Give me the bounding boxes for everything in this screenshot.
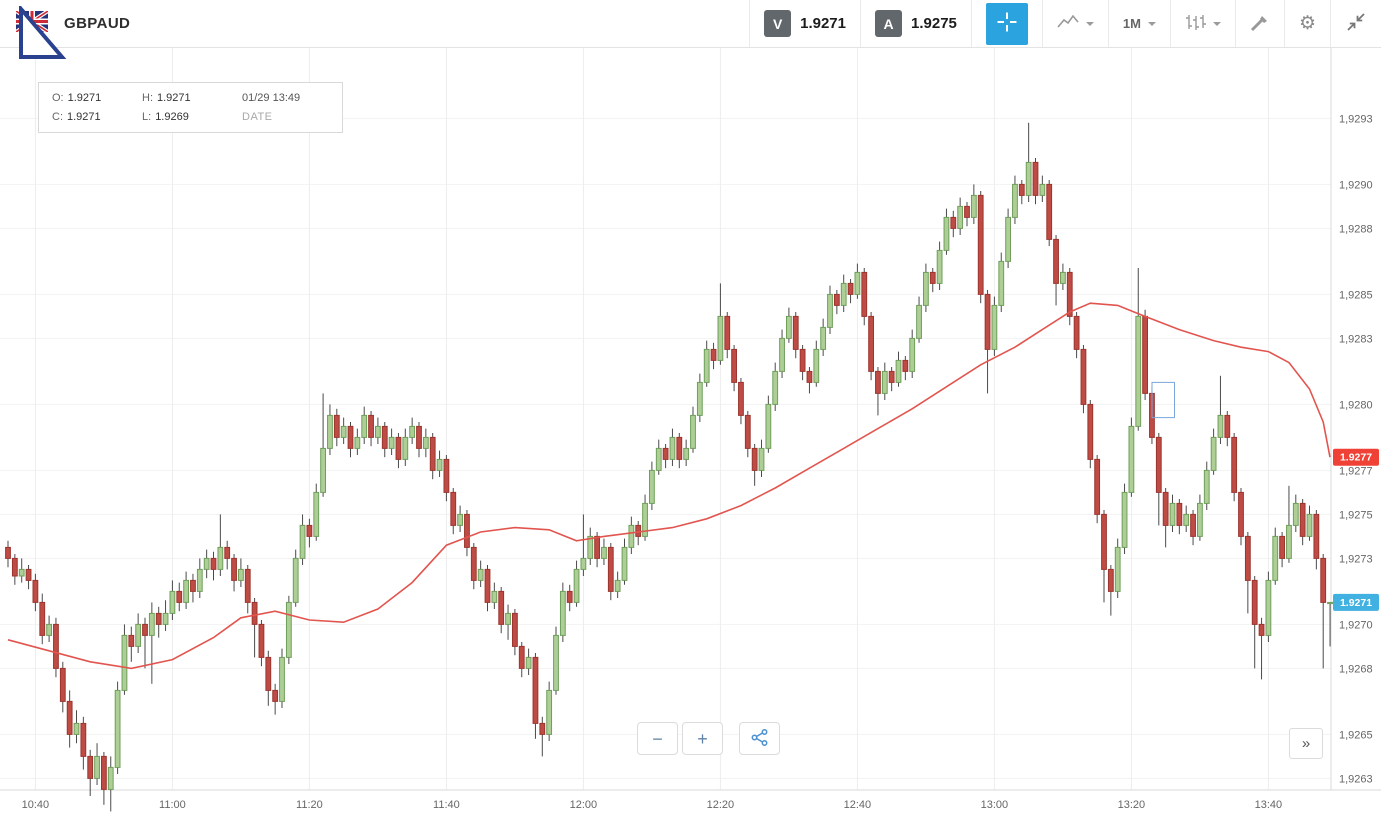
date-caption: DATE bbox=[242, 111, 273, 123]
crosshair-tool-button[interactable] bbox=[985, 2, 1028, 45]
svg-text:1,9290: 1,9290 bbox=[1339, 179, 1373, 191]
collapse-button[interactable] bbox=[1345, 0, 1367, 47]
sell-price: 1.9271 bbox=[800, 15, 846, 32]
instrument-title: GBPAUD bbox=[64, 15, 131, 32]
svg-text:1,9273: 1,9273 bbox=[1339, 553, 1373, 565]
candle-datetime: 01/29 13:49 bbox=[242, 92, 301, 104]
svg-text:1,9293: 1,9293 bbox=[1339, 113, 1373, 125]
draw-tool-button[interactable] bbox=[1250, 0, 1270, 47]
settings-group: ⚙ bbox=[1283, 0, 1330, 47]
svg-text:1.9277: 1.9277 bbox=[1340, 452, 1372, 464]
svg-text:11:40: 11:40 bbox=[433, 799, 460, 811]
zoom-controls: − + bbox=[637, 722, 784, 755]
zoom-in-button[interactable]: + bbox=[682, 722, 723, 755]
crosshair-icon bbox=[996, 11, 1018, 36]
svg-text:12:20: 12:20 bbox=[707, 799, 735, 811]
brush-icon bbox=[1250, 12, 1270, 35]
chevron-down-icon bbox=[1085, 21, 1094, 26]
expand-panel-button[interactable]: » bbox=[1289, 728, 1323, 759]
interval-group: 1M bbox=[1107, 0, 1170, 47]
line-chart-icon bbox=[1057, 14, 1079, 33]
chevron-down-icon bbox=[1212, 21, 1221, 26]
svg-text:12:40: 12:40 bbox=[844, 799, 872, 811]
draw-tool-group bbox=[1234, 0, 1284, 47]
svg-text:1,9263: 1,9263 bbox=[1339, 773, 1373, 785]
chevron-down-icon bbox=[1147, 21, 1156, 26]
chart-toolbar: V 1.9271 A 1.9275 bbox=[749, 0, 1381, 47]
svg-text:1.9271: 1.9271 bbox=[1340, 597, 1372, 609]
buy-quote: A 1.9275 bbox=[860, 0, 971, 47]
chart-area: 1,9293 1,9290 1,9288 1,9285 1,9283 1,9280 1,92… bbox=[0, 48, 1381, 823]
sell-quote: V 1.9271 bbox=[749, 0, 860, 47]
instrument-header: GBPAUD bbox=[0, 0, 130, 47]
svg-text:13:20: 13:20 bbox=[1118, 799, 1146, 811]
series-style-group bbox=[1169, 0, 1235, 47]
crosshair-tool-group bbox=[970, 0, 1042, 47]
svg-text:1,9265: 1,9265 bbox=[1339, 729, 1373, 741]
series-style-dropdown[interactable] bbox=[1185, 0, 1221, 47]
collapse-group bbox=[1330, 0, 1381, 47]
settings-button[interactable]: ⚙ bbox=[1299, 0, 1316, 47]
zoom-out-button[interactable]: − bbox=[637, 722, 678, 755]
svg-text:11:00: 11:00 bbox=[159, 799, 186, 811]
svg-text:1,9270: 1,9270 bbox=[1339, 619, 1373, 631]
collapse-icon bbox=[1345, 11, 1367, 36]
svg-text:11:20: 11:20 bbox=[296, 799, 323, 811]
high-value: H: 1.9271 bbox=[142, 92, 191, 104]
svg-text:1,9277: 1,9277 bbox=[1339, 465, 1373, 477]
svg-text:1,9283: 1,9283 bbox=[1339, 333, 1373, 345]
svg-text:10:40: 10:40 bbox=[22, 799, 50, 811]
svg-text:1,9268: 1,9268 bbox=[1339, 663, 1373, 675]
share-button[interactable] bbox=[739, 722, 780, 755]
gear-icon: ⚙ bbox=[1298, 13, 1316, 34]
interval-label: 1M bbox=[1122, 16, 1141, 31]
sell-button[interactable]: V bbox=[764, 10, 792, 37]
svg-text:12:00: 12:00 bbox=[570, 799, 598, 811]
buy-price: 1.9275 bbox=[911, 15, 957, 32]
svg-text:1,9275: 1,9275 bbox=[1339, 509, 1373, 521]
chart-header: GBPAUD V 1.9271 A 1.9275 bbox=[0, 0, 1381, 48]
low-value: L: 1.9269 bbox=[142, 111, 189, 123]
open-value: O: 1.9271 bbox=[52, 92, 102, 104]
svg-text:1,9285: 1,9285 bbox=[1339, 289, 1373, 301]
candlestick-chart[interactable]: 1,9293 1,9290 1,9288 1,9285 1,9283 1,9280 1,92… bbox=[0, 48, 1381, 823]
svg-text:13:00: 13:00 bbox=[981, 799, 1009, 811]
svg-text:1,9288: 1,9288 bbox=[1339, 223, 1373, 235]
buy-button[interactable]: A bbox=[875, 10, 902, 37]
interval-dropdown[interactable]: 1M bbox=[1123, 0, 1156, 47]
close-value: C: 1.9271 bbox=[52, 111, 101, 123]
svg-text:1,9280: 1,9280 bbox=[1339, 399, 1373, 411]
svg-text:13:40: 13:40 bbox=[1255, 799, 1283, 811]
chart-type-dropdown[interactable] bbox=[1057, 0, 1094, 47]
gbpaud-flag-icon bbox=[14, 8, 52, 37]
ohlc-tooltip: O: 1.9271 H: 1.9271 01/29 13:49 C: 1.9271 L… bbox=[38, 82, 343, 133]
ohlc-bars-icon bbox=[1185, 14, 1206, 34]
chart-type-group bbox=[1041, 0, 1108, 47]
share-icon bbox=[751, 728, 768, 749]
